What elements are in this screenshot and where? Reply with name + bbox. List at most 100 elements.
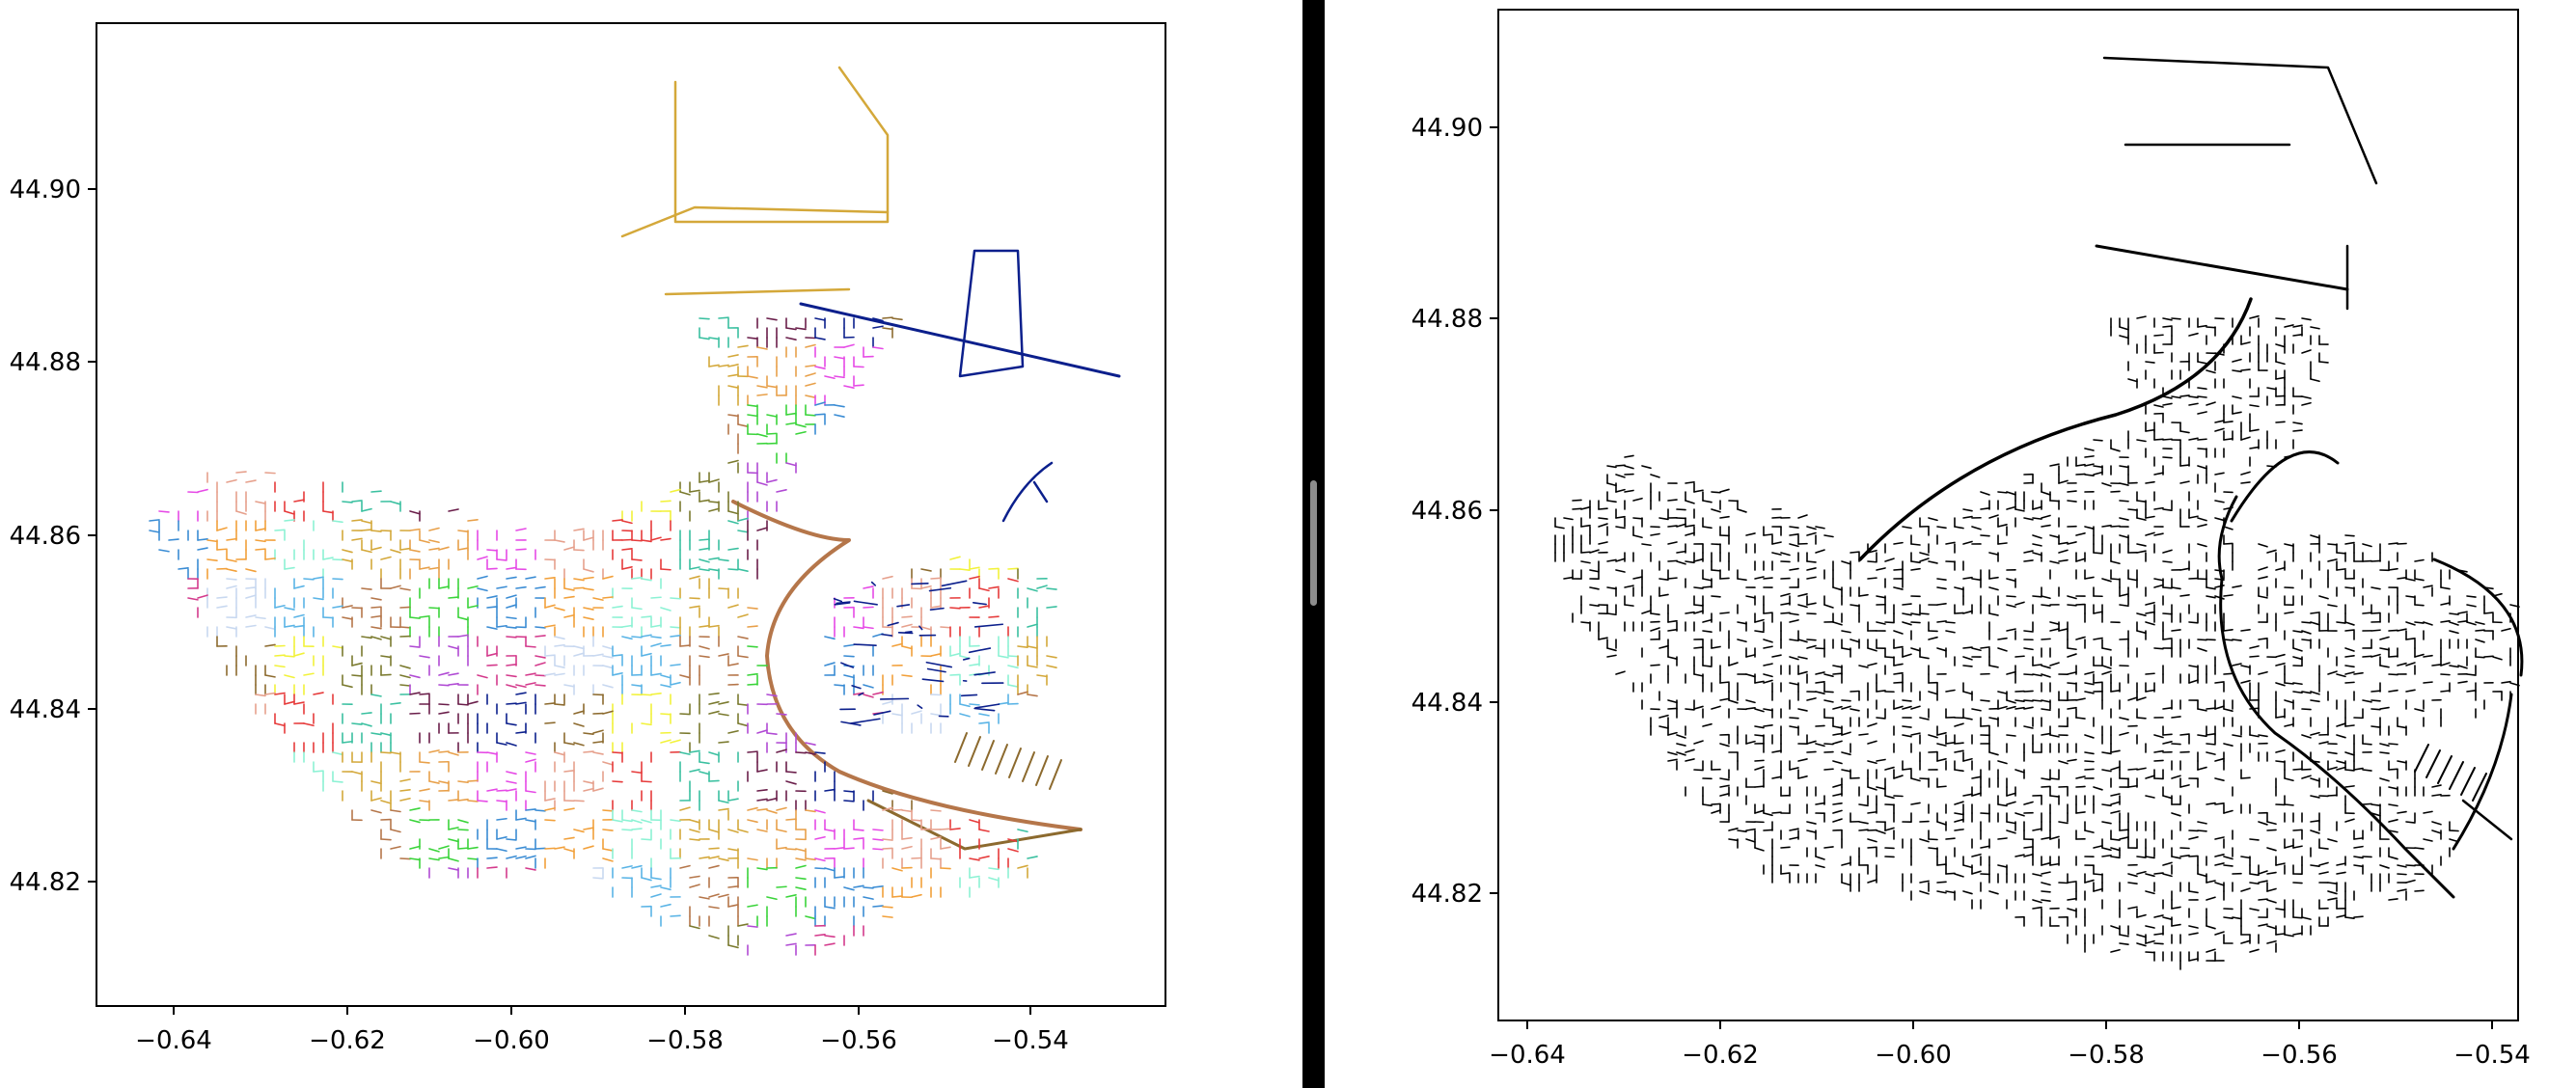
- street-segment: [2162, 456, 2173, 459]
- street-segment: [834, 876, 845, 879]
- street-segment: [515, 701, 527, 705]
- street-segment: [2466, 621, 2477, 626]
- street-segment: [959, 703, 971, 708]
- street-segment: [1815, 691, 1825, 694]
- street-segment: [1797, 604, 1808, 609]
- street-segment: [727, 510, 739, 515]
- street-segment: [2292, 647, 2303, 652]
- street-segment: [2370, 803, 2381, 806]
- street-segment: [1615, 558, 1626, 562]
- street-segment: [766, 317, 778, 321]
- street-segment: [2370, 690, 2381, 693]
- street-segment: [2023, 630, 2034, 633]
- street-segment: [1832, 818, 1843, 823]
- street-segment: [824, 662, 836, 666]
- street-segment: [2370, 586, 2381, 590]
- street-segment: [973, 707, 996, 712]
- street-segment: [805, 751, 816, 755]
- street-segment: [631, 684, 643, 688]
- street-segment: [1027, 645, 1038, 649]
- street-segment: [2379, 777, 2390, 782]
- street-segment: [708, 624, 720, 628]
- street-segment: [525, 758, 536, 763]
- street-segment: [2119, 326, 2129, 331]
- street-segment: [303, 722, 315, 727]
- street-segment: [1007, 655, 1019, 658]
- street-segment: [2423, 810, 2433, 814]
- street-segment: [1893, 630, 1904, 635]
- street-segment: [2310, 760, 2320, 763]
- street-segment: [573, 528, 585, 531]
- street-segment: [2379, 647, 2390, 651]
- street-segment: [2431, 821, 2442, 826]
- street-segment: [534, 809, 546, 812]
- street-segment: [2206, 707, 2216, 710]
- street-segment: [2232, 734, 2242, 738]
- street-segment: [1046, 655, 1057, 659]
- street-segment: [664, 287, 851, 296]
- street-segment: [2249, 948, 2260, 953]
- street-segment: [2058, 760, 2069, 765]
- street-segment: [1737, 830, 1747, 832]
- street-segment: [1841, 630, 1851, 634]
- left-x-axis: −0.64 −0.62 −0.60 −0.58 −0.56 −0.54: [135, 1026, 1069, 1055]
- street-segment: [1928, 734, 1938, 739]
- street-segment: [2292, 429, 2303, 432]
- street-segment: [2110, 838, 2121, 841]
- street-segment: [1876, 621, 1886, 625]
- street-segment: [486, 549, 498, 552]
- street-segment: [438, 585, 450, 589]
- street-segment: [708, 557, 720, 560]
- street-segment: [2206, 925, 2216, 930]
- street-segment: [428, 749, 440, 753]
- street-segment: [2292, 882, 2303, 884]
- street-segment: [2127, 882, 2138, 884]
- street-segment: [293, 585, 305, 589]
- street-segment: [631, 819, 643, 824]
- street-segment: [660, 500, 671, 503]
- street-segment: [1971, 578, 1982, 582]
- street-segment: [448, 596, 459, 599]
- street-segment: [332, 751, 343, 756]
- street-segment: [756, 789, 768, 792]
- street-segment: [2041, 785, 2051, 788]
- drag-handle-icon[interactable]: [1310, 480, 1317, 606]
- street-segment: [2336, 568, 2346, 571]
- street-segment: [2101, 665, 2112, 669]
- street-segment: [978, 713, 990, 717]
- street-segment: [496, 742, 507, 746]
- street-segment: [1858, 665, 1869, 668]
- street-segment: [1667, 577, 1678, 580]
- street-segment: [727, 547, 739, 551]
- street-segment: [2284, 777, 2294, 782]
- left-plot-frame: [96, 22, 1166, 1007]
- street-segment: [1685, 748, 1695, 753]
- street-segment: [583, 587, 594, 591]
- street-segment: [554, 607, 565, 612]
- street-segment: [882, 906, 893, 909]
- street-segment: [1789, 682, 1799, 686]
- left-y-tick-label: 44.90: [10, 176, 81, 204]
- street-segment: [901, 845, 913, 850]
- street-segment: [1667, 619, 1678, 623]
- street-segment: [2310, 621, 2320, 626]
- street-segment: [620, 205, 890, 238]
- street-segment: [1771, 811, 1782, 814]
- street-segment: [2006, 578, 2016, 583]
- street-segment: [255, 539, 266, 543]
- street-segment: [969, 703, 980, 706]
- street-segment: [766, 809, 778, 814]
- street-segment: [2197, 517, 2207, 522]
- street-segment: [399, 684, 411, 687]
- street-segment: [2136, 630, 2147, 635]
- street-segment: [756, 346, 768, 350]
- street-segment: [1693, 646, 1704, 649]
- street-segment: [2388, 898, 2398, 901]
- street-segment: [409, 674, 421, 679]
- street-segment: [718, 807, 729, 811]
- street-segment: [602, 655, 614, 659]
- street-segment: [843, 385, 855, 389]
- street-segment: [853, 643, 877, 646]
- street-segment: [926, 667, 946, 673]
- street-segment: [766, 694, 778, 697]
